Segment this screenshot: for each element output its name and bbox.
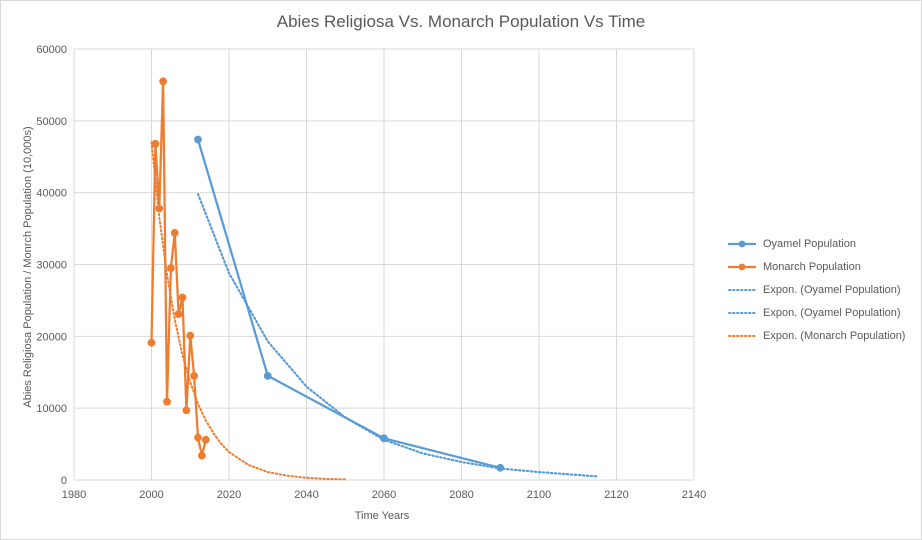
- x-tick-label: 2140: [682, 489, 706, 501]
- chart-title: Abies Religiosa Vs. Monarch Population V…: [276, 12, 646, 31]
- data-point-monarch-population: [190, 371, 199, 380]
- legend-item: Monarch Population: [727, 256, 905, 279]
- data-point-monarch-population: [159, 77, 168, 86]
- trendline-expon-oyamel-population: [197, 193, 599, 478]
- data-point-monarch-population: [178, 293, 187, 302]
- legend-item: Expon. (Oyamel Population): [727, 301, 905, 324]
- series-layer: [147, 77, 599, 481]
- data-point-monarch-population: [155, 204, 164, 213]
- x-axis-label: Time Years: [354, 510, 410, 522]
- x-tick-label: 2060: [372, 489, 396, 501]
- x-tick-label: 2040: [294, 489, 318, 501]
- y-tick-labels: 0 10000 20000 30000 40000 50000 60000: [36, 44, 67, 487]
- legend-item: Expon. (Monarch Population): [727, 324, 905, 347]
- legend-label: Expon. (Oyamel Population): [763, 283, 901, 296]
- x-tick-labels: 1980 2000 2020 2040 2060 2080 2100 2120 2140: [62, 489, 706, 501]
- y-tick-label: 40000: [36, 188, 67, 200]
- x-tick-label: 2120: [604, 489, 628, 501]
- legend-swatch: [728, 311, 756, 314]
- y-tick-label: 20000: [36, 331, 67, 343]
- data-point-oyamel-population: [263, 371, 272, 380]
- data-point-monarch-population: [147, 338, 156, 347]
- data-point-monarch-population: [186, 331, 195, 340]
- trendline-expon-oyamel-population: [197, 193, 599, 478]
- legend-swatch: [728, 334, 756, 337]
- x-tick-label: 2000: [139, 489, 163, 501]
- y-tick-label: 30000: [36, 260, 67, 272]
- data-point-monarch-population: [194, 433, 202, 442]
- x-tick-label: 1980: [62, 489, 86, 501]
- x-tick-label: 2080: [449, 489, 473, 501]
- data-point-monarch-population: [166, 264, 175, 272]
- gridlines: [73, 48, 695, 481]
- x-tick-label: 2020: [217, 489, 241, 501]
- data-point-monarch-population: [174, 310, 183, 318]
- y-tick-label: 60000: [36, 44, 67, 56]
- legend-swatch: [728, 263, 756, 271]
- y-axis-label: Abies Religiosa Population / Monrch Popu…: [22, 126, 34, 408]
- legend-label: Expon. (Monarch Population): [763, 329, 906, 342]
- data-point-monarch-population: [197, 451, 206, 460]
- data-point-monarch-population: [182, 406, 191, 415]
- x-tick-label: 2100: [527, 489, 551, 501]
- data-point-monarch-population: [151, 139, 160, 148]
- legend-label: Expon. (Oyamel Population): [763, 306, 901, 319]
- data-point-oyamel-population: [380, 434, 388, 443]
- data-point-monarch-population: [163, 397, 171, 406]
- y-tick-label: 50000: [36, 116, 67, 128]
- series-line-oyamel-population: [196, 139, 501, 469]
- trendline-expon-monarch-population: [150, 141, 347, 481]
- legend-label: Oyamel Population: [763, 238, 856, 251]
- y-tick-label: 0: [61, 475, 67, 487]
- legend-label: Monarch Population: [763, 261, 861, 274]
- legend-item: Expon. (Oyamel Population): [727, 279, 905, 302]
- data-point-oyamel-population: [194, 135, 202, 144]
- y-tick-label: 10000: [36, 403, 67, 415]
- data-point-oyamel-population: [496, 463, 505, 472]
- legend-item: Oyamel Population: [727, 233, 905, 256]
- data-point-monarch-population: [201, 435, 210, 444]
- data-point-monarch-population: [170, 228, 179, 237]
- legend: Oyamel Population Monarch Population Expon…: [727, 233, 905, 347]
- legend-swatch: [728, 240, 756, 248]
- legend-swatch: [728, 288, 756, 291]
